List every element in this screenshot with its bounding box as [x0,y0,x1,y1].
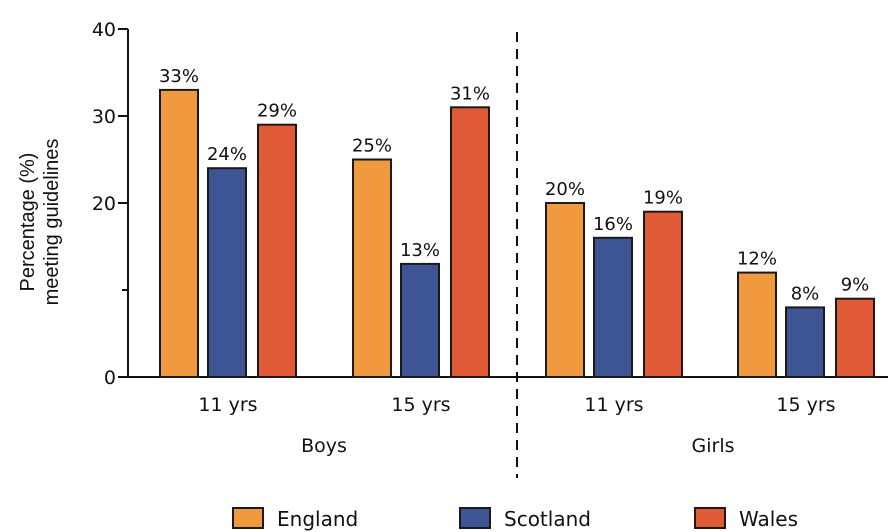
x-tick-label: 11 yrs [198,394,257,416]
bar-england [352,158,392,378]
legend-swatch-wales [694,507,726,529]
bar-scotland [207,167,247,378]
legend-swatch-scotland [459,507,491,529]
bar-scotland [400,262,440,378]
x-tick-label: 15 yrs [391,394,450,416]
y-axis-label: Percentage (%) meeting guidelines [17,139,63,306]
bar-scotland [593,236,633,378]
data-label: 24% [207,144,247,165]
group-labels: Boys Girls [301,435,734,457]
bars [159,88,875,379]
data-label: 16% [593,214,633,235]
group-label: Girls [692,435,735,457]
bar-england [737,271,777,379]
data-label: 33% [159,66,199,87]
bar-england [545,202,585,378]
legend-swatch-england [232,507,264,529]
data-label: 9% [841,275,870,296]
y-tick-label: 0 [104,367,116,389]
y-axis-ticks: 0 20 30 40 [92,19,128,389]
bar-scotland [785,306,825,378]
bar-wales [643,210,683,378]
data-label: 25% [352,136,392,157]
legend-label: Scotland [504,507,591,531]
y-axis-title-line: Percentage (%) [17,153,39,292]
data-label: 12% [737,249,777,270]
bar-wales [257,123,297,378]
bar-wales [450,106,490,379]
x-axis-labels: 11 yrs 15 yrs 11 yrs 15 yrs [198,394,835,416]
y-tick-label: 20 [92,193,116,215]
y-tick-label: 30 [92,106,116,128]
y-axis-title-line: meeting guidelines [41,139,63,306]
x-tick-label: 15 yrs [776,394,835,416]
data-label: 31% [450,83,490,104]
legend-label: Wales [739,507,798,531]
bar-labels: 33% 25% 20% 12% 24% 13% 16% 8% 29% 31% 19% 9% [159,66,870,304]
legend: England Scotland Wales [232,507,798,531]
y-axis-title: Percentage (%) meeting guidelines [17,139,63,306]
group-label: Boys [301,435,347,457]
data-label: 29% [257,101,297,122]
data-label: 13% [400,240,440,261]
legend-label: England [277,507,358,531]
bar-england [159,88,199,379]
data-label: 20% [545,179,585,200]
bar-wales [835,297,875,379]
data-label: 19% [643,188,683,209]
y-tick-label: 40 [92,19,116,41]
data-label: 8% [791,283,820,304]
x-tick-label: 11 yrs [584,394,643,416]
